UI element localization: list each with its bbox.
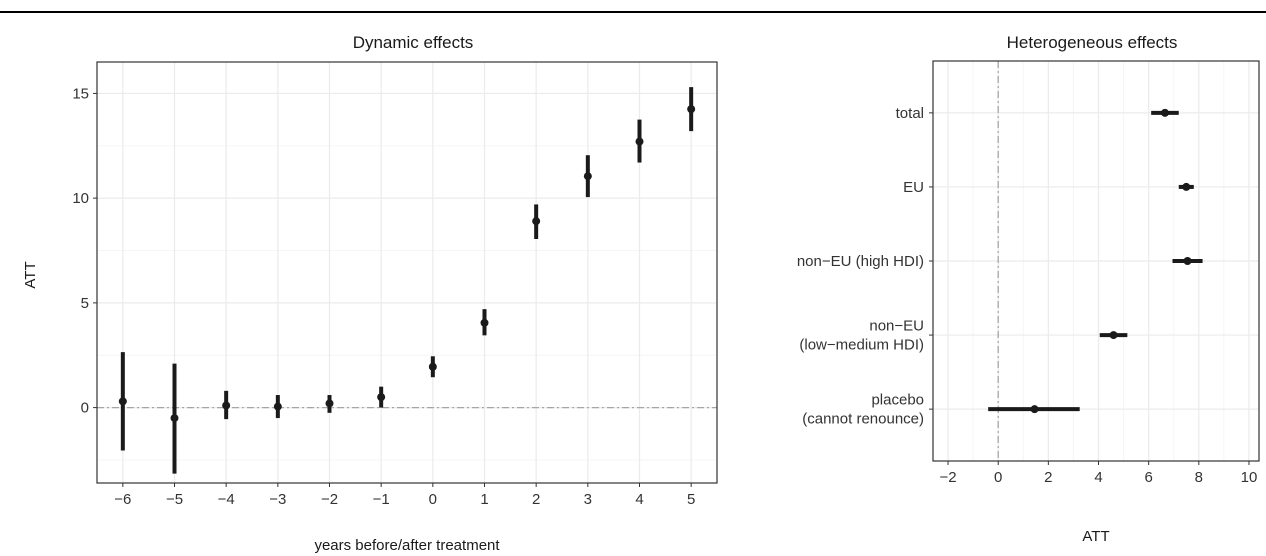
x-tick-label: −1	[373, 491, 390, 508]
top-rule	[0, 11, 1266, 13]
point-estimate	[377, 393, 386, 402]
point-estimate	[1160, 108, 1169, 117]
x-tick-label: 2	[532, 491, 540, 508]
x-tick-label: −5	[166, 491, 183, 508]
x-tick-label: 6	[1144, 469, 1152, 486]
x-tick-label: −4	[218, 491, 235, 508]
dynamic-y-axis-label: ATT	[22, 261, 39, 288]
dynamic-x-axis-label: years before/after treatment	[314, 537, 500, 554]
x-tick-label: −2	[321, 491, 338, 508]
x-tick-label: 5	[687, 491, 695, 508]
panel-background	[97, 62, 717, 483]
x-tick-label: −2	[939, 469, 956, 486]
point-estimate	[532, 217, 541, 226]
category-label-line: non−EU (high HDI)	[797, 253, 924, 270]
category-label-line: (cannot renounce)	[802, 411, 924, 428]
y-tick-label: 5	[81, 295, 89, 312]
category-label: placebo (cannot renounce)	[802, 392, 924, 428]
x-tick-label: 8	[1195, 469, 1203, 486]
heterogeneous-effects-plot: total EU non−EU (high HDI) non−EU (low−mediu…	[797, 60, 1260, 486]
point-estimate	[480, 318, 489, 327]
point-estimate	[325, 399, 334, 408]
point-estimate	[1183, 257, 1192, 265]
x-tick-label: 1	[480, 491, 488, 508]
category-label: non−EU (high HDI)	[797, 253, 924, 270]
heterogeneous-effects-title: Heterogeneous effects	[1007, 33, 1178, 52]
point-estimate	[170, 414, 179, 423]
dynamic-effects-title: Dynamic effects	[353, 33, 474, 52]
category-label: total	[896, 105, 924, 122]
point-estimate	[428, 362, 437, 371]
point-estimate	[687, 105, 696, 114]
y-tick-label: 10	[72, 190, 89, 207]
category-label-line: total	[896, 105, 924, 122]
point-estimate	[118, 397, 127, 406]
x-tick-label: 4	[635, 491, 643, 508]
x-tick-label: 4	[1094, 469, 1102, 486]
category-label-line: (low−medium HDI)	[799, 337, 924, 354]
category-label-line: placebo	[871, 392, 924, 409]
category-label: EU	[903, 179, 924, 196]
panel-border	[96, 61, 718, 484]
category-label-line: non−EU	[869, 318, 924, 335]
category-label-line: EU	[903, 179, 924, 196]
x-tick-label: 0	[429, 491, 437, 508]
heterogeneous-x-axis-label: ATT	[1082, 528, 1109, 545]
x-tick-label: 0	[994, 469, 1002, 486]
category-label: non−EU (low−medium HDI)	[799, 318, 924, 354]
point-estimate	[1182, 182, 1191, 191]
point-estimate	[635, 137, 644, 146]
point-estimate	[222, 401, 231, 410]
y-tick-label: 15	[72, 85, 89, 102]
y-tick-label: 0	[81, 400, 89, 417]
point-estimate	[583, 172, 592, 181]
point-estimate	[1109, 331, 1118, 340]
x-tick-label: −6	[114, 491, 131, 508]
x-tick-label: 2	[1044, 469, 1052, 486]
point-estimate	[1030, 405, 1039, 414]
dynamic-effects-plot: 0 5 10 15 −6 −5 −4 −3 −2 −1 0 1 2 3 4 5	[72, 61, 718, 508]
x-tick-label: 3	[584, 491, 592, 508]
x-tick-label: −3	[269, 491, 286, 508]
x-tick-label: 10	[1241, 469, 1258, 486]
point-estimate	[273, 402, 282, 411]
